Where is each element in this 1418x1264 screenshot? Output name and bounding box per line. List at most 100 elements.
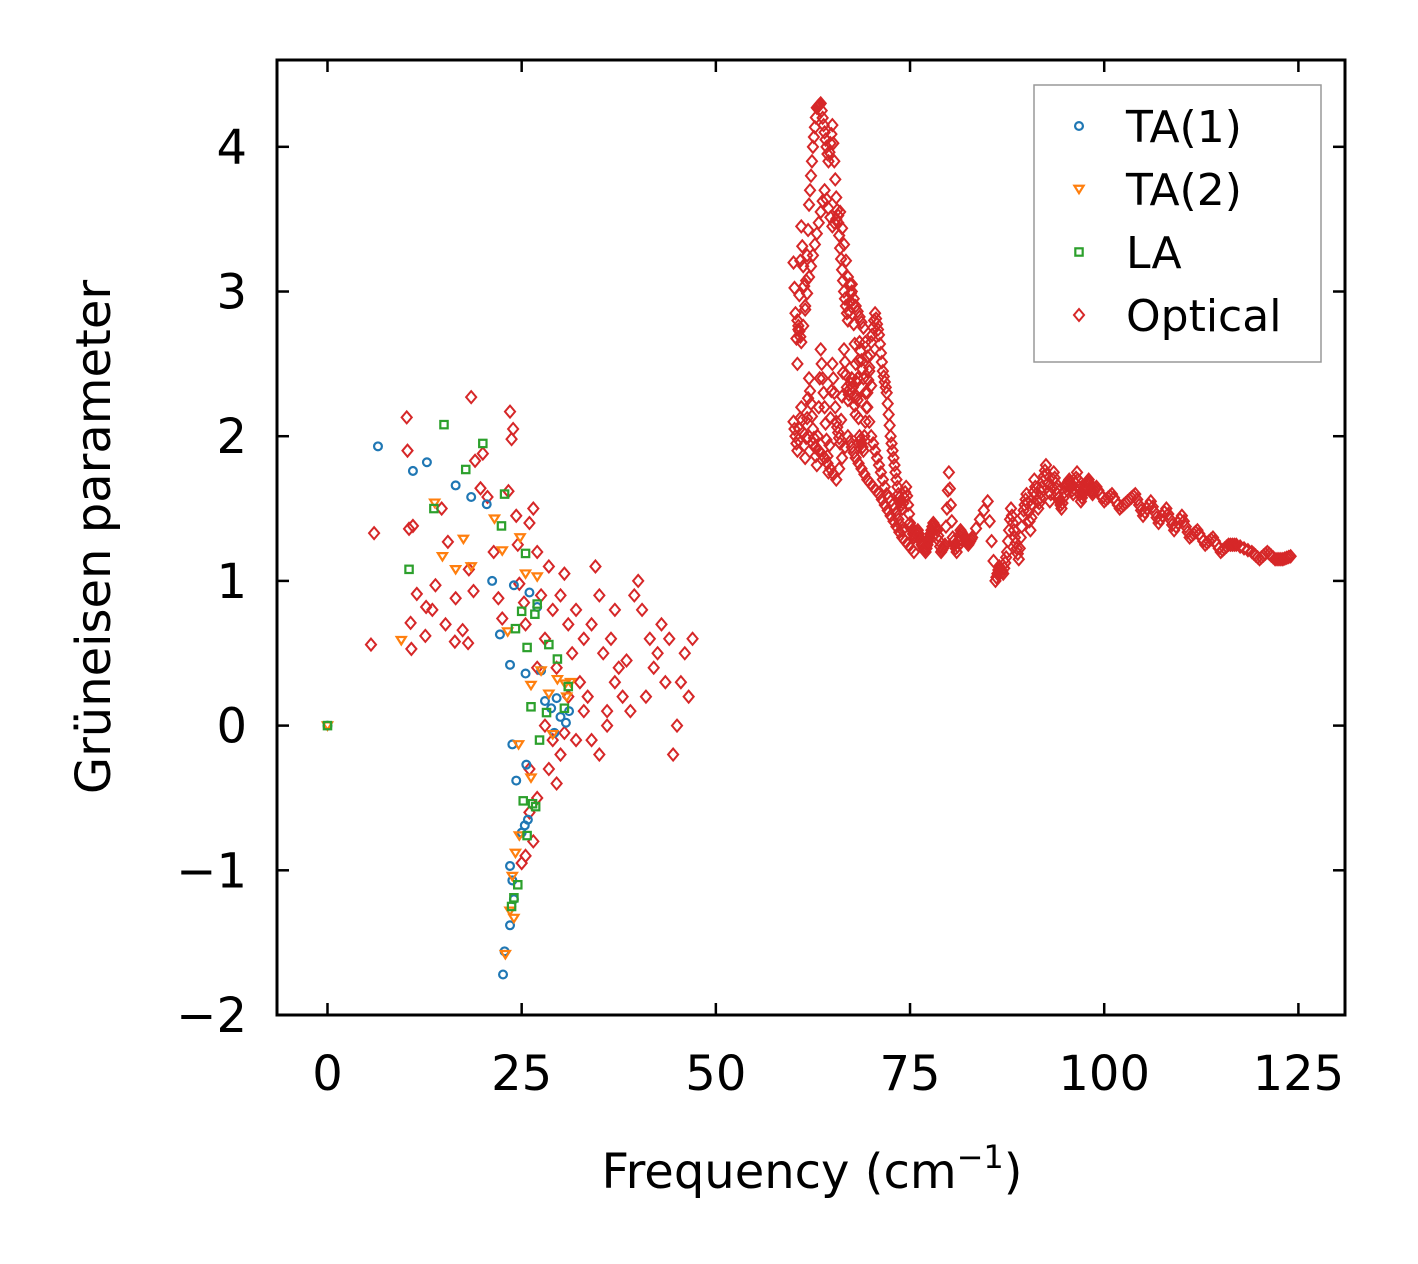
optical-point [829,189,843,205]
optical-point [864,378,878,394]
ta-2-point [560,692,574,703]
la-point [522,830,532,841]
optical-point [937,539,951,555]
optical-point [816,110,830,126]
optical-point [569,602,583,618]
optical-point [600,703,614,719]
optical-point [818,124,831,140]
optical-point [824,135,837,151]
ta-2-point [507,913,521,925]
optical-point [839,253,853,269]
optical-point [798,302,812,318]
optical-point [481,489,494,505]
optical-point [845,283,859,300]
optical-point [816,370,830,386]
optical-point [839,367,853,383]
optical-point [1027,472,1041,488]
la-point [429,503,439,514]
optical-point [903,515,917,531]
optical-point [969,520,983,536]
optical-point [565,645,579,661]
optical-point [807,129,821,145]
optical-point [569,732,583,748]
optical-point [824,461,837,477]
la-point [544,639,554,650]
optical-point [1156,508,1169,524]
optical-point [835,220,849,236]
optical-point [981,493,995,509]
optical-point [805,408,819,424]
x-tick-label: 75 [879,1046,940,1102]
optical-point [888,457,901,473]
ta-1-point [508,580,519,591]
optical-point [1165,517,1179,533]
legend-label-ta-2: TA(2) [1125,165,1242,216]
ta-1-point [551,693,562,704]
optical-point [805,153,819,169]
optical-point [1025,497,1039,513]
optical-point [789,305,802,321]
optical-point [837,236,851,253]
optical-point [856,439,869,455]
optical-point [635,602,649,618]
optical-point [885,435,898,451]
la-point [499,489,510,499]
optical-point [464,389,478,405]
optical-point [474,480,487,496]
optical-point [850,388,864,404]
optical-point [1148,504,1162,520]
optical-point [491,590,505,606]
optical-point [964,531,978,547]
x-axis-label: Frequency (cm−1) [601,1138,1022,1200]
optical-point [827,153,841,169]
optical-point [801,222,815,238]
optical-point [999,549,1013,565]
optical-point [519,616,532,632]
optical-point [854,343,867,359]
ta-2-point [511,740,526,751]
optical-point [1053,493,1066,509]
optical-point [890,519,903,535]
optical-point [509,508,523,524]
optical-point [1140,501,1154,517]
data-marks [320,95,1297,980]
optical-point [839,298,853,314]
ta-1-point [539,695,550,707]
optical-point [523,515,536,531]
optical-point [662,631,676,647]
ta-2-point [518,569,533,580]
optical-point [1161,506,1175,522]
optical-point [406,518,420,534]
optical-point [831,208,845,224]
optical-point [823,144,836,160]
ta-2-point [513,533,527,544]
optical-point [815,356,829,372]
optical-point [468,453,482,469]
optical-point [515,855,529,871]
optical-point [884,428,897,444]
la-point [532,599,542,609]
optical-point [796,425,810,441]
optical-point [804,396,818,412]
optical-point [1280,550,1294,566]
ta-2-point [464,562,478,573]
optical-point [503,404,517,420]
ta-1-point [372,441,383,452]
optical-point [977,502,991,518]
optical-point [802,370,816,386]
optical-point [884,508,897,524]
optical-point [825,117,839,133]
ta-2-point [435,551,450,563]
optical-point [795,412,809,428]
optical-point [829,472,843,488]
optical-point [835,388,849,404]
optical-point [847,444,861,461]
optical-point [869,482,883,499]
optical-point [1024,522,1037,538]
ta-1-point [505,920,516,931]
optical-point [835,450,849,466]
optical-point [495,611,509,627]
optical-point [476,446,490,462]
ta-1-point [522,814,533,825]
optical-point [852,455,865,471]
